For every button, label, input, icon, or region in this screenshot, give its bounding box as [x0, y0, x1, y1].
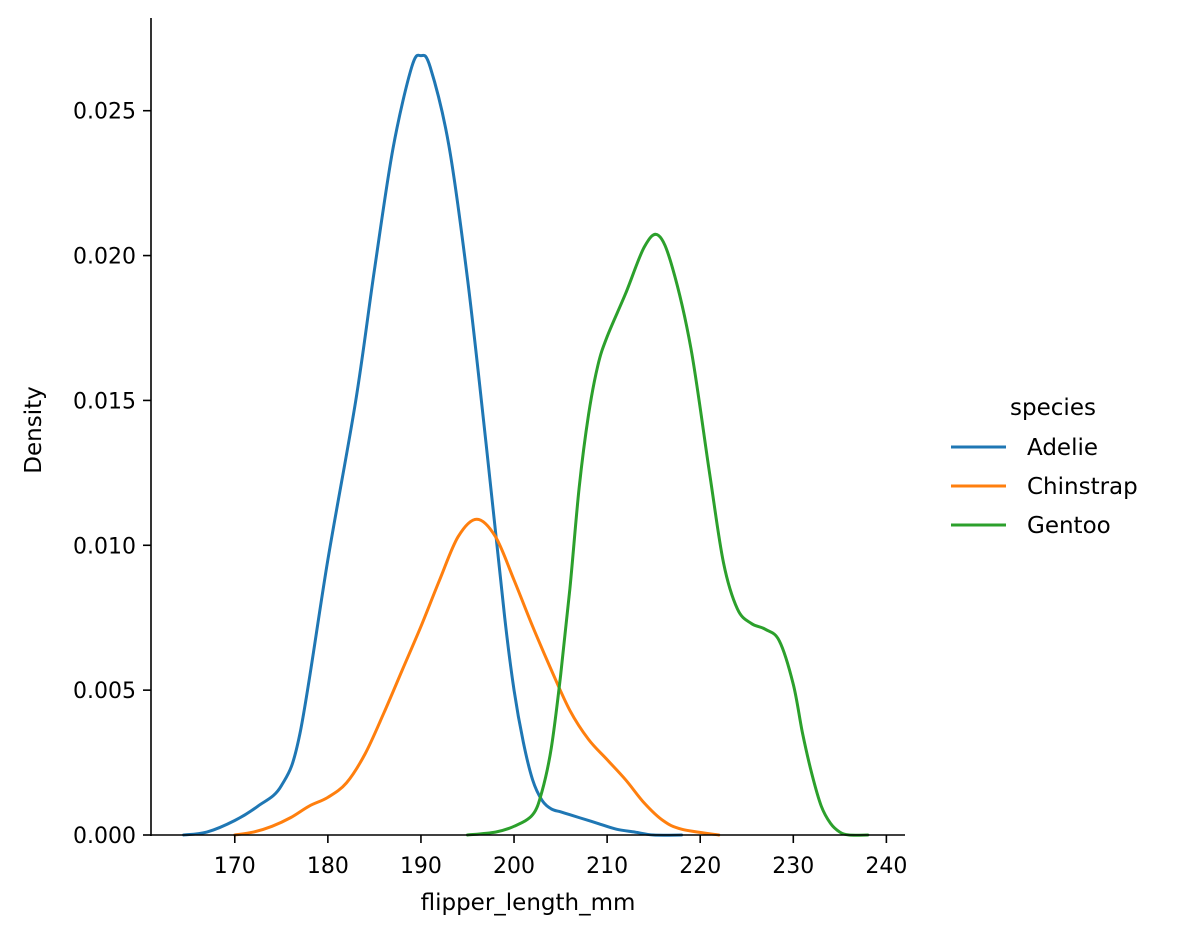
x-axis-label: flipper_length_mm: [421, 890, 636, 916]
x-tick-label: 200: [493, 854, 535, 879]
series-line-adelie: [182, 53, 684, 837]
x-tick-label: 220: [679, 854, 721, 879]
x-tick-label: 190: [400, 854, 442, 879]
x-tick-label: 170: [214, 854, 256, 879]
y-tick-label: 0.015: [73, 389, 136, 414]
y-tick-label: 0.010: [73, 534, 136, 559]
plot-area: [182, 53, 870, 837]
series-line-chinstrap: [233, 517, 721, 837]
axes: 170 180 190 200 210 220 230 240 0.000 0.005 0.010 0…: [73, 18, 907, 879]
legend: species Adelie Chinstrap Gentoo: [951, 395, 1138, 539]
y-axis-label: Density: [21, 386, 47, 473]
x-tick-label: 210: [586, 854, 628, 879]
x-tick-label: 230: [772, 854, 814, 879]
y-tick-label: 0.000: [73, 824, 136, 849]
legend-label-chinstrap: Chinstrap: [1027, 474, 1138, 500]
series-line-gentoo: [465, 232, 870, 837]
y-tick-label: 0.025: [73, 100, 136, 125]
y-tick-label: 0.005: [73, 679, 136, 704]
legend-label-gentoo: Gentoo: [1027, 513, 1111, 539]
y-tick-label: 0.020: [73, 245, 136, 270]
x-tick-label: 180: [307, 854, 349, 879]
x-tick-label: 240: [865, 854, 907, 879]
legend-title: species: [1010, 395, 1096, 421]
legend-label-adelie: Adelie: [1027, 435, 1098, 461]
